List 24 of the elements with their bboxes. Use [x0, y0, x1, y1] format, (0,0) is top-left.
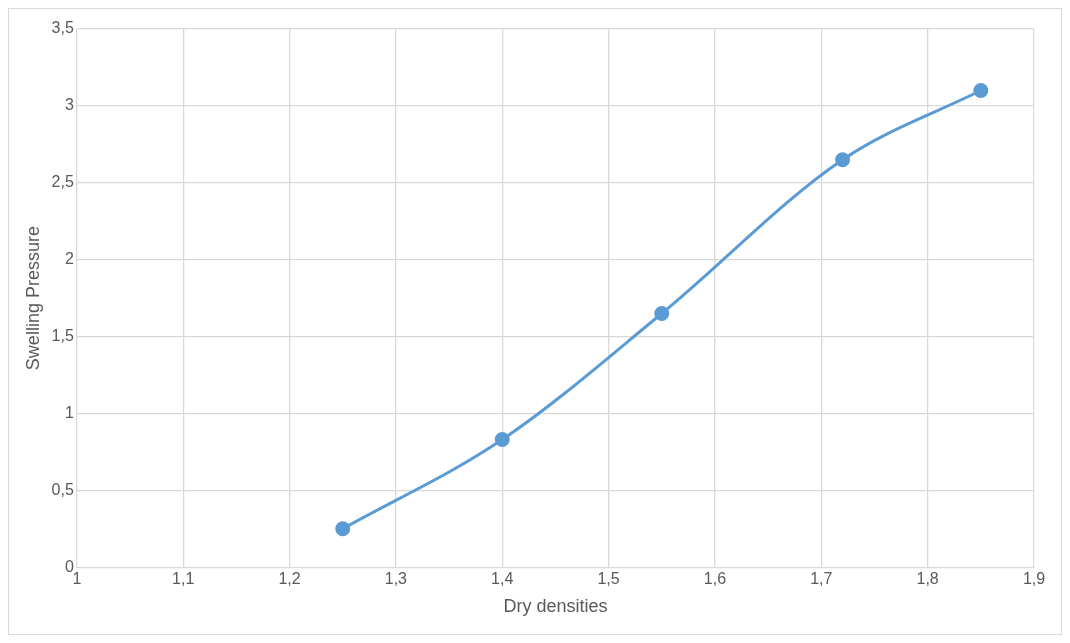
y-tick-label: 2 — [64, 250, 74, 268]
x-tick-label: 1,9 — [1022, 570, 1046, 588]
point — [654, 305, 670, 321]
x-tick-label: 1,5 — [597, 570, 620, 588]
x-tick-label: 1,4 — [491, 570, 514, 588]
y-tick-label: 3 — [64, 96, 74, 114]
point — [835, 152, 851, 168]
y-tick-label: 0 — [64, 557, 74, 575]
y-tick-label: 3,5 — [51, 19, 74, 37]
y-tick-label: 1,5 — [51, 326, 74, 344]
x-tick-label: 1,3 — [384, 570, 408, 588]
x-axis-title: Dry densities — [503, 596, 608, 617]
x-tick-label: 1,1 — [172, 570, 195, 588]
y-axis-title: Swelling Pressure — [22, 226, 43, 371]
x-tick-label: 1,6 — [703, 570, 727, 588]
point — [973, 83, 989, 99]
y-tick-label: 0,5 — [51, 480, 74, 498]
x-tick-label: 1,7 — [810, 570, 833, 588]
point — [335, 521, 351, 537]
y-tick-label: 1 — [64, 403, 74, 421]
x-tick-label: 1,8 — [916, 570, 939, 588]
point — [494, 432, 510, 448]
y-tick-label: 2,5 — [51, 173, 74, 191]
x-tick-label: 1,2 — [278, 570, 301, 588]
